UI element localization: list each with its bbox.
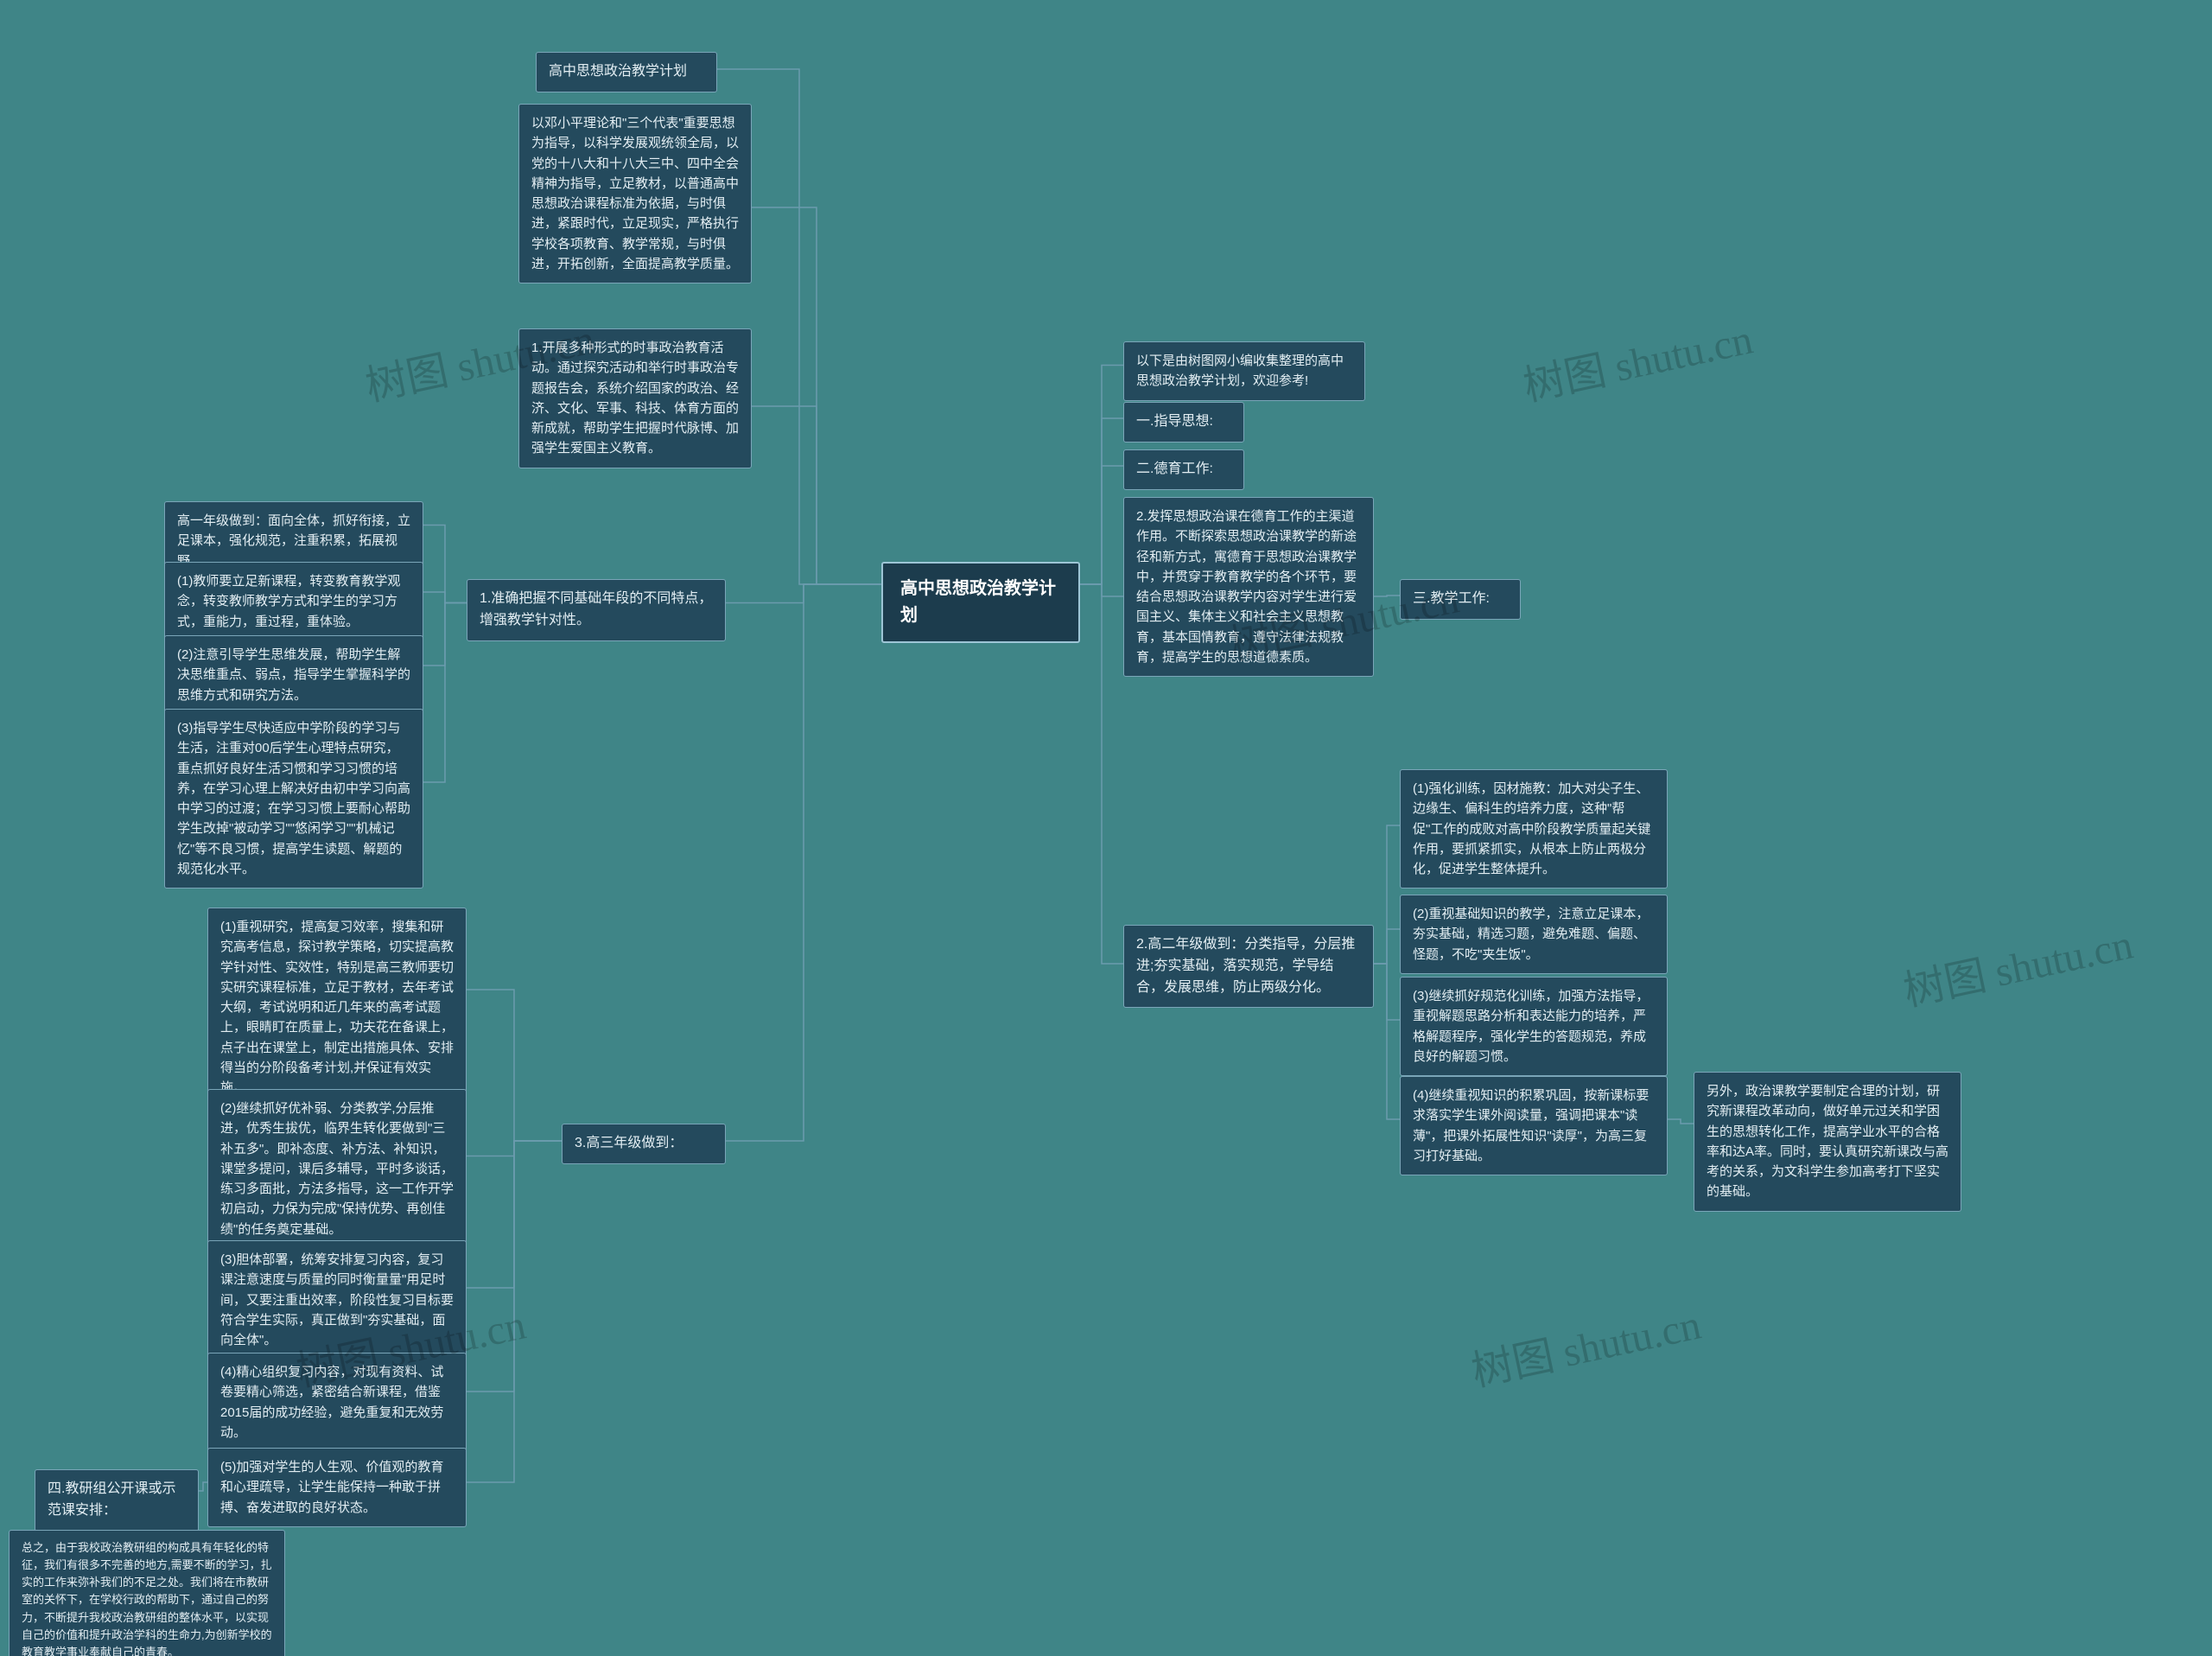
mindmap-edge xyxy=(467,1141,562,1392)
mindmap-edge xyxy=(726,584,881,603)
mindmap-edge xyxy=(199,1482,207,1491)
mindmap-edge xyxy=(423,592,467,603)
mindmap-edge xyxy=(467,1141,562,1156)
mindmap-node[interactable]: 3.高三年级做到： xyxy=(562,1124,726,1164)
mindmap-node[interactable]: (2)重视基础知识的教学，注意立足课本，夯实基础，精选习题，避免难题、偏题、怪题… xyxy=(1400,895,1668,974)
mindmap-node[interactable]: (1)教师要立足新课程，转变教育教学观念，转变教师教学方式和学生的学习方式，重能… xyxy=(164,562,423,641)
mindmap-node[interactable]: (2)继续抓好优补弱、分类教学,分层推进，优秀生拔优，临界生转化要做到"三补五多… xyxy=(207,1089,467,1249)
mindmap-node[interactable]: 四.教研组公开课或示范课安排： xyxy=(35,1469,199,1532)
mindmap-edge xyxy=(1668,1119,1694,1124)
mindmap-node[interactable]: (3)胆体部署，统筹安排复习内容，复习课注意速度与质量的同时衡量量"用足时间，又… xyxy=(207,1240,467,1360)
mindmap-edge xyxy=(1080,366,1123,585)
mindmap-edge xyxy=(1374,964,1400,1020)
mindmap-edge xyxy=(726,584,881,1141)
mindmap-node[interactable]: 2.发挥思想政治课在德育工作的主渠道作用。不断探索思想政治课教学的新途径和新方式… xyxy=(1123,497,1374,677)
mindmap-edge xyxy=(752,406,881,584)
mindmap-edge xyxy=(467,1141,562,1288)
mindmap-node[interactable]: 高中思想政治教学计划 xyxy=(536,52,717,92)
mindmap-edge xyxy=(467,1141,562,1482)
mindmap-edge xyxy=(1080,584,1123,596)
mindmap-node[interactable]: 1.开展多种形式的时事政治教育活动。通过探究活动和举行时事政治专题报告会，系统介… xyxy=(518,328,752,468)
mindmap-node[interactable]: 总之，由于我校政治教研组的构成具有年轻化的特征，我们有很多不完善的地方,需要不断… xyxy=(9,1530,285,1656)
mindmap-node[interactable]: 以下是由树图网小编收集整理的高中思想政治教学计划，欢迎参考! xyxy=(1123,341,1365,401)
mindmap-node[interactable]: 三.教学工作: xyxy=(1400,579,1521,620)
mindmap-edge xyxy=(423,603,467,783)
mindmap-node[interactable]: 以邓小平理论和"三个代表"重要思想为指导，以科学发展观统领全局，以党的十八大和十… xyxy=(518,104,752,283)
mindmap-edge xyxy=(1080,466,1123,584)
mindmap-node[interactable]: 二.德育工作: xyxy=(1123,449,1244,490)
watermark: 树图 shutu.cn xyxy=(1897,910,2138,1017)
mindmap-edge xyxy=(1080,418,1123,584)
mindmap-edge xyxy=(1374,964,1400,1119)
mindmap-edge xyxy=(1080,584,1123,964)
mindmap-node[interactable]: (1)重视研究，提高复习效率，搜集和研究高考信息，探讨教学策略，切实提高教学针对… xyxy=(207,908,467,1107)
mindmap-root-node[interactable]: 高中思想政治教学计划 xyxy=(881,562,1080,643)
mindmap-node[interactable]: 一.指导思想: xyxy=(1123,402,1244,443)
mindmap-node[interactable]: (3)继续抓好规范化训练，加强方法指导，重视解题思路分析和表达能力的培养，严格解… xyxy=(1400,977,1668,1076)
mindmap-node[interactable]: 2.高二年级做到：分类指导，分层推进;夯实基础，落实规范，学导结合，发展思维，防… xyxy=(1123,925,1374,1008)
mindmap-node[interactable]: 1.准确把握不同基础年段的不同特点，增强教学针对性。 xyxy=(467,579,726,641)
mindmap-node[interactable]: (4)继续重视知识的积累巩固，按新课标要求落实学生课外阅读量，强调把课本"读薄"… xyxy=(1400,1076,1668,1175)
mindmap-node[interactable]: 另外，政治课教学要制定合理的计划，研究新课程改革动向，做好单元过关和学困生的思想… xyxy=(1694,1072,1961,1212)
mindmap-node[interactable]: (1)强化训练，因材施教：加大对尖子生、边缘生、偏科生的培养力度，这种"帮促"工… xyxy=(1400,769,1668,889)
mindmap-node[interactable]: (3)指导学生尽快适应中学阶段的学习与生活，注重对00后学生心理特点研究，重点抓… xyxy=(164,709,423,889)
mindmap-edge xyxy=(1374,929,1400,964)
mindmap-edge xyxy=(1374,825,1400,964)
mindmap-edge xyxy=(423,525,467,603)
mindmap-edge xyxy=(467,990,562,1141)
mindmap-node[interactable]: (2)注意引导学生思维发展，帮助学生解决思维重点、弱点，指导学生掌握科学的思维方… xyxy=(164,635,423,715)
mindmap-edge xyxy=(423,603,467,666)
mindmap-node[interactable]: (5)加强对学生的人生观、价值观的教育和心理疏导，让学生能保持一种敢于拼搏、奋发… xyxy=(207,1448,467,1527)
mindmap-edge xyxy=(752,207,881,584)
watermark: 树图 shutu.cn xyxy=(1465,1290,1706,1398)
watermark: 树图 shutu.cn xyxy=(1517,305,1758,412)
mindmap-node[interactable]: (4)精心组织复习内容，对现有资料、试卷要精心筛选，紧密结合新课程，借鉴2015… xyxy=(207,1353,467,1452)
